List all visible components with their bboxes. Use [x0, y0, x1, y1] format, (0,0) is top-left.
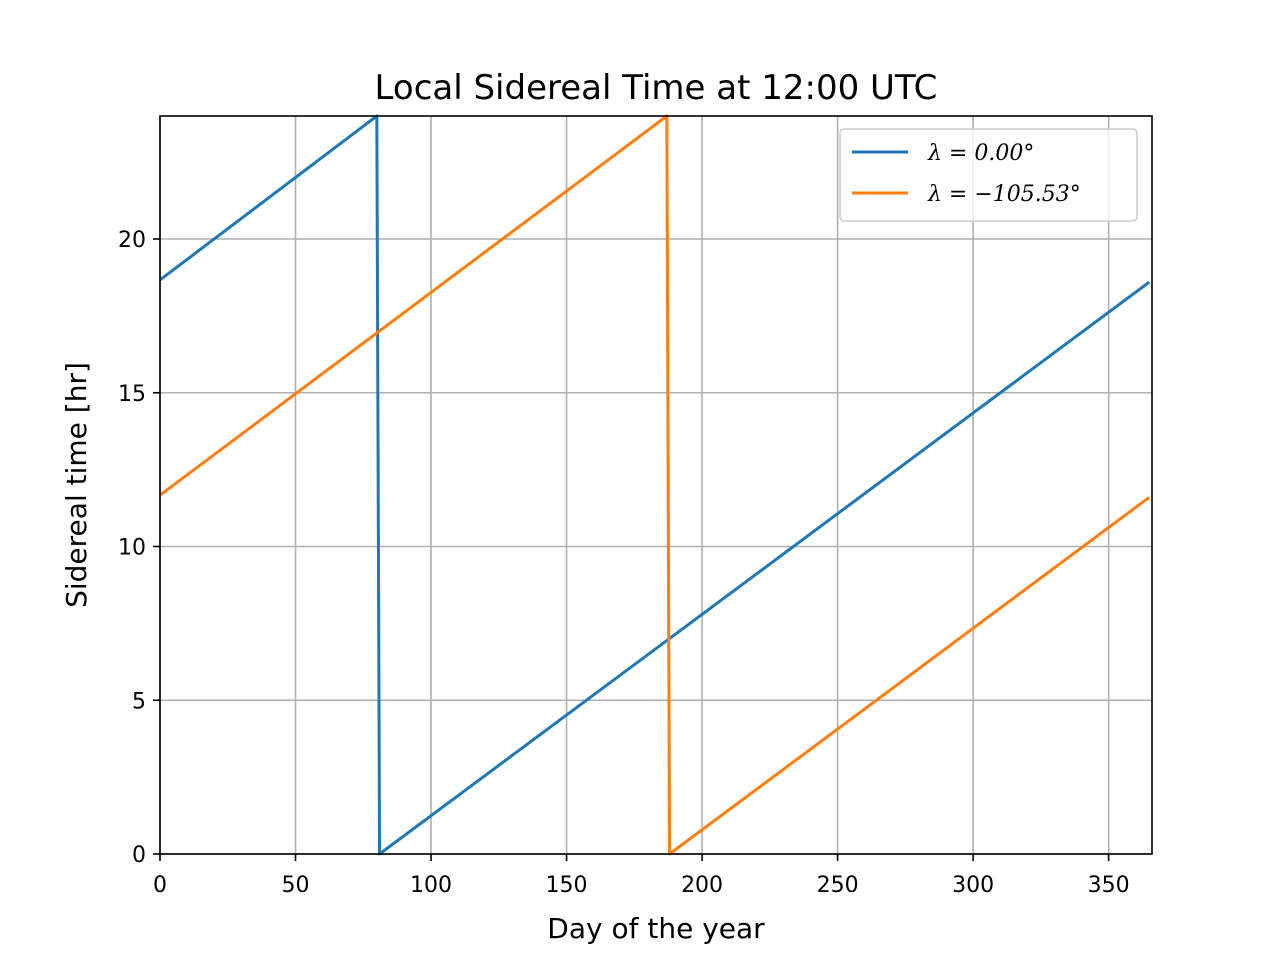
- x-tick-label: 150: [546, 873, 588, 898]
- x-tick-label: 100: [410, 873, 452, 898]
- legend-box: [839, 128, 1138, 222]
- x-tick-label: 0: [153, 873, 167, 898]
- grid-layer: [159, 116, 1152, 855]
- series-layer: [159, 114, 1151, 856]
- tick-layer: 0 50 100 150 200 250 300 350 0 5 10 15 20: [118, 228, 1130, 898]
- x-tick-label: 250: [817, 873, 859, 898]
- x-tick-label: 350: [1088, 873, 1130, 898]
- legend-label-series-2: λ = −105.53°: [927, 182, 1081, 207]
- y-tick-label: 20: [118, 228, 146, 253]
- chart-title: Local Sidereal Time at 12:00 UTC: [375, 68, 938, 108]
- legend-label-series-1: λ = 0.00°: [927, 141, 1034, 166]
- series-line-2: [159, 114, 1151, 856]
- plot-frame: [159, 115, 1153, 855]
- y-tick-label: 15: [118, 382, 146, 407]
- x-axis-title: Day of the year: [547, 912, 765, 945]
- y-axis-title: Sidereal time [hr]: [60, 362, 93, 608]
- y-tick-label: 0: [132, 843, 146, 868]
- y-tick-label: 5: [132, 689, 146, 714]
- x-tick-label: 50: [282, 873, 310, 898]
- series-line-1: [159, 114, 1151, 856]
- x-tick-label: 200: [681, 873, 723, 898]
- y-tick-label: 10: [118, 536, 146, 561]
- legend: λ = 0.00° λ = −105.53°: [839, 128, 1138, 222]
- x-tick-label: 300: [952, 873, 994, 898]
